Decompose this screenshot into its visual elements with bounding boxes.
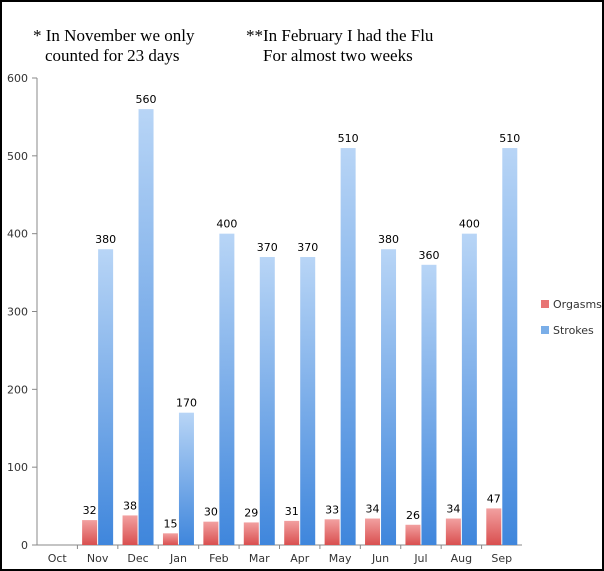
february-note-line-1: **In February I had the Flu	[246, 26, 434, 45]
november-note-line-2: counted for 23 days	[45, 46, 180, 65]
strokes-bar-jun	[381, 249, 397, 545]
orgasms-bar-dec	[122, 515, 138, 545]
y-tick-label: 400	[7, 228, 28, 241]
strokes-value-label-may: 510	[338, 132, 359, 145]
orgasms-value-label-may: 33	[325, 503, 339, 516]
y-tick-label: 100	[7, 461, 28, 474]
orgasms-bar-nov	[82, 520, 98, 545]
strokes-value-label-feb: 400	[216, 218, 237, 231]
data-labels: 32 38 15 30 29 31 33 34 26 34 47 380 560 170 400 370 370…	[83, 93, 521, 530]
x-tick-label: Mar	[249, 552, 270, 565]
november-note-line-1: * In November we only	[33, 26, 195, 45]
orgasms-value-label-jul: 26	[406, 509, 420, 522]
orgasms-value-label-feb: 30	[204, 506, 218, 519]
orgasms-legend-swatch	[541, 300, 549, 308]
orgasms-value-label-mar: 29	[244, 506, 258, 519]
orgasms-bar-jan	[162, 533, 178, 545]
x-tick-label: Sep	[491, 552, 512, 565]
x-tick-label: May	[329, 552, 352, 565]
strokes-bar-aug	[461, 233, 477, 545]
x-tick-label: Oct	[48, 552, 68, 565]
strokes-value-label-nov: 380	[95, 233, 116, 246]
y-tick-label: 600	[7, 72, 28, 85]
strokes-bar-mar	[259, 257, 275, 545]
strokes-value-label-apr: 370	[297, 241, 318, 254]
strokes-value-label-dec: 560	[136, 93, 157, 106]
orgasms-value-label-apr: 31	[285, 505, 299, 518]
x-tick-label: Nov	[87, 552, 109, 565]
axes: 0 100 200 300 400 500 600 Oct Nov Dec Jan Feb Mar Apr…	[7, 72, 522, 565]
strokes-bar-may	[340, 148, 356, 546]
orgasms-bar-feb	[203, 521, 219, 545]
strokes-value-label-aug: 400	[459, 218, 480, 231]
strokes-value-label-jun: 380	[378, 233, 399, 246]
x-tick-label: Jul	[413, 552, 427, 565]
y-tick-label: 300	[7, 306, 28, 319]
orgasms-value-label-sep: 47	[487, 492, 501, 505]
november-note: * In November we only counted for 23 day…	[33, 26, 194, 66]
strokes-bar-feb	[219, 233, 235, 545]
legend: Orgasms Strokes	[541, 298, 602, 337]
february-note: **In February I had the Flu For almost t…	[246, 26, 433, 66]
february-note-line-2: For almost two weeks	[263, 46, 413, 65]
x-tick-label: Aug	[451, 552, 472, 565]
x-tick-label: Dec	[127, 552, 148, 565]
orgasms-value-label-jun: 34	[366, 503, 380, 516]
y-tick-label: 0	[21, 539, 28, 552]
strokes-bar-apr	[300, 257, 316, 545]
strokes-bar-jan	[178, 412, 194, 545]
bars	[82, 109, 518, 546]
orgasms-value-label-jan: 15	[163, 517, 177, 530]
strokes-value-label-jan: 170	[176, 397, 197, 410]
y-tick-label: 200	[7, 383, 28, 396]
x-tick-label: Apr	[290, 552, 310, 565]
orgasms-bar-aug	[445, 518, 461, 545]
strokes-bar-dec	[138, 109, 154, 545]
strokes-legend-label: Strokes	[553, 324, 594, 337]
orgasms-legend-label: Orgasms	[553, 298, 602, 311]
orgasms-bar-jul	[405, 524, 421, 545]
orgasms-bar-sep	[486, 508, 502, 545]
strokes-value-label-jul: 360	[418, 249, 439, 262]
strokes-legend-swatch	[541, 326, 549, 334]
strokes-bar-sep	[502, 148, 518, 546]
orgasms-bar-jun	[365, 518, 381, 545]
strokes-value-label-sep: 510	[499, 132, 520, 145]
x-tick-label: Jun	[371, 552, 389, 565]
orgasms-value-label-aug: 34	[446, 503, 460, 516]
orgasms-bar-apr	[284, 520, 300, 545]
orgasms-bar-may	[324, 519, 340, 545]
strokes-bar-jul	[421, 264, 437, 545]
strokes-bar-nov	[98, 249, 114, 545]
x-tick-label: Feb	[209, 552, 228, 565]
x-tick-label: Jan	[169, 552, 187, 565]
orgasms-bar-mar	[243, 522, 259, 545]
orgasms-value-label-nov: 32	[83, 504, 97, 517]
orgasms-value-label-dec: 38	[123, 499, 137, 512]
y-tick-label: 500	[7, 150, 28, 163]
strokes-value-label-mar: 370	[257, 241, 278, 254]
